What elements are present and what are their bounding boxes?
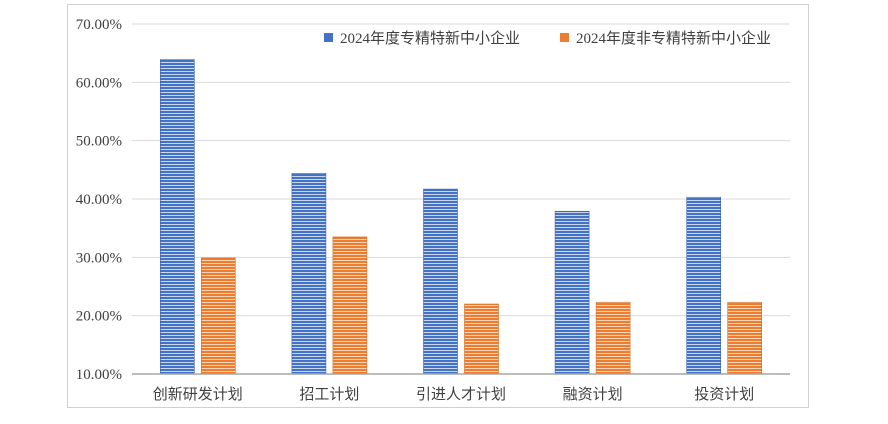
legend: 2024年度专精特新中小企业 2024年度非专精特新中小企业 <box>324 29 771 47</box>
gridlines <box>132 23 790 317</box>
y-tick-label: 50.00% <box>76 134 122 150</box>
x-category-label: 融资计划 <box>563 386 623 403</box>
bar-non-specialized <box>464 303 499 375</box>
bar-specialized <box>554 210 590 375</box>
y-tick-label: 40.00% <box>76 192 122 208</box>
y-tick-label: 20.00% <box>76 309 122 325</box>
bar-specialized <box>423 188 458 375</box>
legend-swatch <box>560 33 569 42</box>
y-tick-label: 10.00% <box>76 367 122 383</box>
y-tick-label: 70.00% <box>76 17 122 33</box>
x-category-label: 引进人才计划 <box>416 386 506 403</box>
x-category-label: 创新研发计划 <box>153 386 243 403</box>
x-category-label: 投资计划 <box>694 386 754 403</box>
y-tick-label: 30.00% <box>76 250 122 266</box>
x-axis: 创新研发计划 招工计划 引进人才计划 融资计划 投资计划 <box>132 373 790 403</box>
y-tick-label: 60.00% <box>76 75 122 91</box>
bar-specialized <box>686 196 722 375</box>
legend-label: 2024年度专精特新中小企业 <box>340 29 520 47</box>
y-axis: 10.00% 20.00% 30.00% 40.00% 50.00% 60.00% 70.0… <box>76 17 122 383</box>
bar-specialized <box>160 59 195 375</box>
bar-non-specialized <box>727 301 763 375</box>
legend-swatch <box>324 33 333 42</box>
bar-specialized <box>291 173 327 375</box>
bar-non-specialized <box>201 257 236 375</box>
x-category-label: 招工计划 <box>299 386 359 403</box>
legend-label: 2024年度非专精特新中小企业 <box>576 29 771 47</box>
bars <box>160 59 763 375</box>
bar-non-specialized <box>332 236 368 375</box>
bar-non-specialized <box>595 301 631 375</box>
